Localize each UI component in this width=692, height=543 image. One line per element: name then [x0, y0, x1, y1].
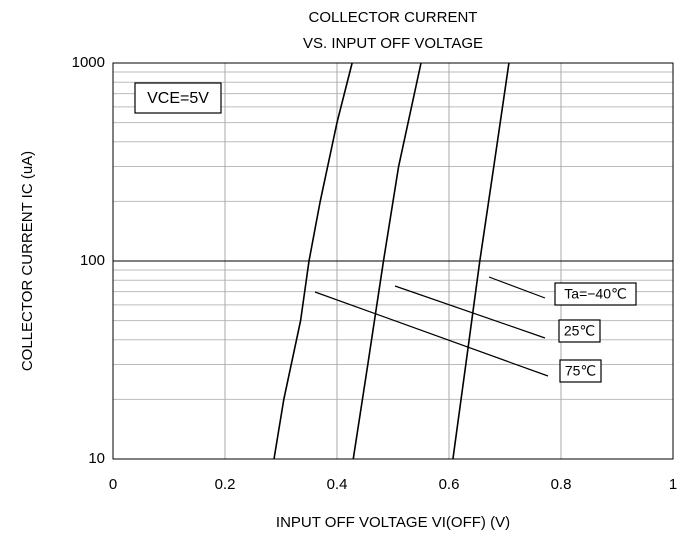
label-box — [554, 282, 637, 306]
series-label: Ta=−40℃ — [564, 286, 626, 302]
leader-line — [314, 291, 549, 377]
y-tick-label: 1000 — [72, 54, 105, 71]
series-label: 75℃ — [565, 363, 596, 379]
curve — [273, 62, 353, 460]
curve — [352, 62, 422, 460]
y-tick-label: 10 — [88, 450, 105, 467]
leader-line — [488, 276, 546, 299]
series-label: 25℃ — [564, 323, 595, 339]
label-box — [559, 359, 602, 383]
curve — [452, 62, 510, 460]
x-tick-label: 1 — [669, 476, 677, 493]
annotation-box — [134, 82, 222, 114]
y-axis-label: COLLECTOR CURRENT IC (uA) — [19, 151, 36, 371]
annotation: VCE=5V — [147, 90, 209, 107]
x-tick-label: 0.8 — [551, 476, 572, 493]
label-box — [558, 319, 601, 343]
x-tick-label: 0.2 — [215, 476, 236, 493]
plot-frame — [112, 62, 674, 460]
x-axis-label: INPUT OFF VOLTAGE VI(OFF) (V) — [276, 514, 510, 531]
x-tick-label: 0.6 — [439, 476, 460, 493]
chart-title: COLLECTOR CURRENT — [309, 9, 478, 26]
x-tick-label: 0 — [109, 476, 117, 493]
x-tick-label: 0.4 — [327, 476, 348, 493]
y-tick-label: 100 — [80, 252, 105, 269]
leader-line — [394, 285, 546, 339]
chart-title: VS. INPUT OFF VOLTAGE — [303, 35, 483, 52]
